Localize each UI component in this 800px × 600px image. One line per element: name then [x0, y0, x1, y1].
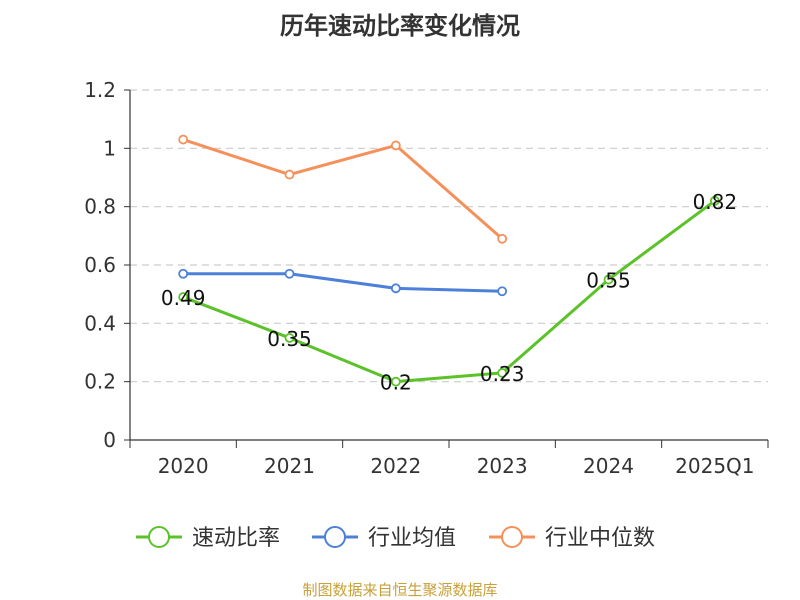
x-tick-label: 2024: [583, 454, 634, 478]
x-tick-label: 2022: [370, 454, 421, 478]
data-labels: 0.49 0.35 0.2 0.23 0.55 0.82: [161, 190, 737, 395]
data-point: [709, 195, 720, 206]
data-point: [390, 283, 401, 294]
data-point: [497, 233, 508, 244]
y-tick-label: 0.4: [84, 311, 116, 335]
source-note: 制图数据来自恒生聚源数据库: [302, 581, 498, 599]
y-tick-label: 1.2: [84, 78, 116, 102]
grid-lines: [130, 89, 768, 383]
legend-label: 行业均值: [368, 526, 456, 551]
axes: 0 0.2 0.4 0.6 0.8 1 1.2 2020 2021 2022 2023 2024 202…: [84, 78, 769, 478]
chart-title: 历年速动比率变化情况: [280, 12, 520, 40]
legend: 速动比率 行业均值 行业中位数: [136, 526, 655, 551]
series-3: [178, 134, 508, 244]
data-point: [284, 268, 295, 279]
data-point: [178, 292, 189, 302]
data-point: [178, 134, 189, 145]
legend-item-3: 行业中位数: [489, 526, 655, 551]
data-point: [390, 376, 401, 387]
data-point: [178, 268, 189, 279]
data-point: [284, 169, 295, 180]
data-point: [284, 333, 295, 343]
data-label: 0.23: [480, 362, 525, 386]
legend-marker: [501, 526, 523, 548]
data-label: 0.2: [380, 371, 412, 395]
series-line: [183, 272, 503, 293]
x-tick-label: 2021: [264, 454, 315, 478]
y-tick-label: 0: [103, 428, 116, 452]
data-label: 0.35: [267, 327, 312, 351]
legend-item-2: 行业均值: [312, 526, 456, 551]
data-label: 0.49: [161, 286, 206, 310]
y-tick-label: 0.2: [84, 370, 116, 394]
y-tick-label: 1: [103, 136, 116, 160]
y-tick-label: 0.6: [84, 253, 116, 277]
series-line: [182, 138, 504, 240]
series-line: [182, 199, 716, 384]
x-tick-label: 2025Q1: [675, 454, 754, 478]
legend-label: 速动比率: [192, 526, 280, 551]
x-tick-label: 2020: [158, 454, 209, 478]
legend-item-1: 速动比率: [136, 526, 280, 551]
data-label: 0.82: [693, 190, 738, 214]
legend-marker: [324, 526, 346, 548]
data-label: 0.55: [586, 269, 631, 293]
data-point: [497, 368, 508, 378]
legend-label: 行业中位数: [545, 526, 655, 551]
series-layer: [178, 134, 720, 387]
data-point: [390, 140, 401, 151]
series-1: [178, 195, 720, 387]
x-tick-label: 2023: [477, 454, 528, 478]
series-2: [178, 268, 508, 297]
y-tick-label: 0.8: [84, 195, 116, 219]
legend-marker: [148, 526, 170, 548]
data-point: [603, 274, 614, 285]
data-point: [497, 286, 508, 297]
